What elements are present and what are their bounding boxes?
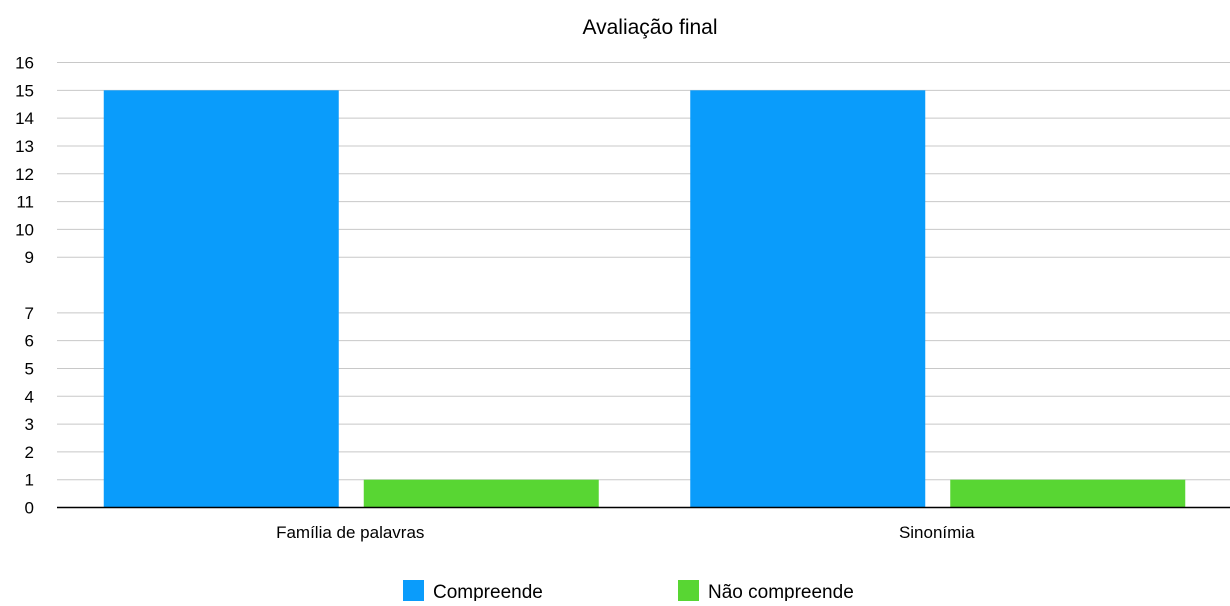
y-tick-label: 13 xyxy=(15,137,34,156)
y-tick-label: 4 xyxy=(25,387,34,406)
bars xyxy=(103,90,1186,508)
y-tick-label: 6 xyxy=(25,332,34,351)
bar-compreende xyxy=(690,90,926,508)
y-tick-label: 1 xyxy=(25,471,34,490)
y-tick-label: 10 xyxy=(15,220,34,239)
x-axis-labels: Família de palavras Sinonímia xyxy=(276,523,975,542)
bar-nao-compreende xyxy=(950,479,1186,508)
y-tick-label: 11 xyxy=(16,193,34,212)
y-tick-label: 2 xyxy=(25,443,34,462)
y-tick-label: 15 xyxy=(15,81,34,100)
bar-compreende xyxy=(103,90,339,508)
y-tick-label: 5 xyxy=(25,359,34,378)
legend-label: Compreende xyxy=(433,582,543,601)
y-tick-label: 14 xyxy=(15,109,34,128)
bar-nao-compreende xyxy=(363,479,599,508)
y-tick-label: 12 xyxy=(15,165,34,184)
y-tick-label: 9 xyxy=(25,248,34,267)
y-tick-label: 16 xyxy=(15,54,34,73)
x-tick-label: Família de palavras xyxy=(276,523,424,542)
y-tick-label: 3 xyxy=(25,415,34,434)
chart-title: Avaliação final xyxy=(582,16,717,39)
legend-swatch xyxy=(403,580,424,601)
legend-label: Não compreende xyxy=(708,582,854,601)
y-tick-label: 7 xyxy=(25,304,34,323)
legend-swatch xyxy=(678,580,699,601)
legend: Compreende Não compreende xyxy=(403,580,854,603)
y-tick-label: 0 xyxy=(25,499,34,518)
x-tick-label: Sinonímia xyxy=(899,523,975,542)
